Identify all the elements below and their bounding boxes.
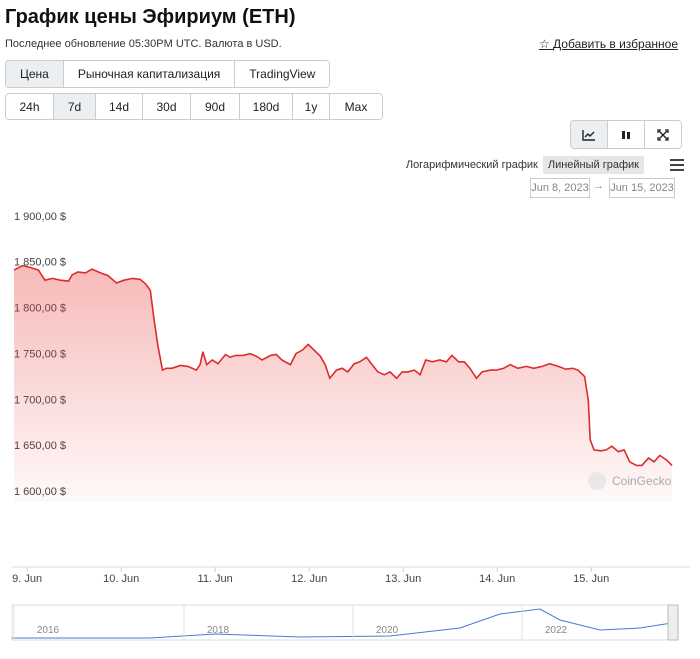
date-from[interactable]: Jun 8, 2023 bbox=[530, 178, 590, 198]
fullscreen-button[interactable] bbox=[645, 121, 681, 148]
range-button[interactable]: Max bbox=[330, 94, 382, 119]
date-to[interactable]: Jun 15, 2023 bbox=[609, 178, 675, 198]
tab[interactable]: Рыночная капитализация bbox=[63, 61, 236, 87]
navigator-label: 2020 bbox=[376, 625, 399, 636]
navigator-line bbox=[12, 608, 679, 639]
favorite-link[interactable]: ☆ Добавить в избранное bbox=[538, 37, 678, 51]
menu-button[interactable] bbox=[670, 158, 684, 176]
line-chart-button[interactable] bbox=[571, 121, 608, 148]
scale-option[interactable]: Линейный график bbox=[542, 156, 644, 174]
y-tick-label: 1 850,00 $ bbox=[14, 257, 66, 269]
tab[interactable]: Цена bbox=[6, 61, 64, 87]
x-tick-label: 9. Jun bbox=[12, 573, 42, 585]
line bbox=[13, 264, 673, 467]
range-group: 24h 7d 14d 30d 90d 180d 1y Max bbox=[5, 93, 383, 120]
range-button[interactable]: 180d bbox=[240, 94, 293, 119]
date-separator: → bbox=[593, 180, 604, 192]
tab[interactable]: TradingView bbox=[235, 61, 330, 87]
chart-type-group bbox=[570, 120, 682, 149]
candle-chart-button[interactable] bbox=[608, 121, 645, 148]
tab-group: Цена Рыночная капитализация TradingView bbox=[5, 60, 331, 88]
range-button[interactable]: 24h bbox=[6, 94, 54, 119]
x-tick-label: 13. Jun bbox=[385, 573, 421, 585]
title: График цены Эфириум (ETH) bbox=[5, 6, 296, 28]
favorite-text[interactable]: Добавить в избранное bbox=[553, 37, 678, 51]
range-button[interactable]: 1y bbox=[293, 94, 330, 119]
navigator-handle[interactable] bbox=[667, 604, 679, 641]
subtitle: Последнее обновление 05:30PM UTC. Валюта… bbox=[5, 38, 282, 50]
area bbox=[14, 265, 672, 502]
x-tick-label: 11. Jun bbox=[198, 573, 233, 585]
x-tick-label: 14. Jun bbox=[479, 573, 515, 585]
watermark-logo bbox=[588, 472, 606, 490]
navigator-label: 2018 bbox=[207, 625, 230, 636]
range-button[interactable]: 14d bbox=[96, 94, 143, 119]
range-button[interactable]: 30d bbox=[143, 94, 191, 119]
range-button[interactable]: 90d bbox=[191, 94, 240, 119]
scale-option[interactable]: Логарифмический график bbox=[405, 159, 538, 171]
navigator-label: 2022 bbox=[545, 625, 568, 636]
y-tick-label: 1 900,00 $ bbox=[14, 211, 66, 223]
x-tick-label: 10. Jun bbox=[103, 573, 139, 585]
x-tick-label: 15. Jun bbox=[573, 573, 609, 585]
watermark: CoinGecko bbox=[612, 474, 672, 488]
x-tick-label: 12. Jun bbox=[291, 573, 327, 585]
navigator-label: 2016 bbox=[37, 625, 60, 636]
navigator-frame bbox=[11, 604, 679, 641]
range-button[interactable]: 7d bbox=[54, 94, 96, 119]
scale-options: Логарифмический график Линейный график bbox=[401, 156, 644, 174]
